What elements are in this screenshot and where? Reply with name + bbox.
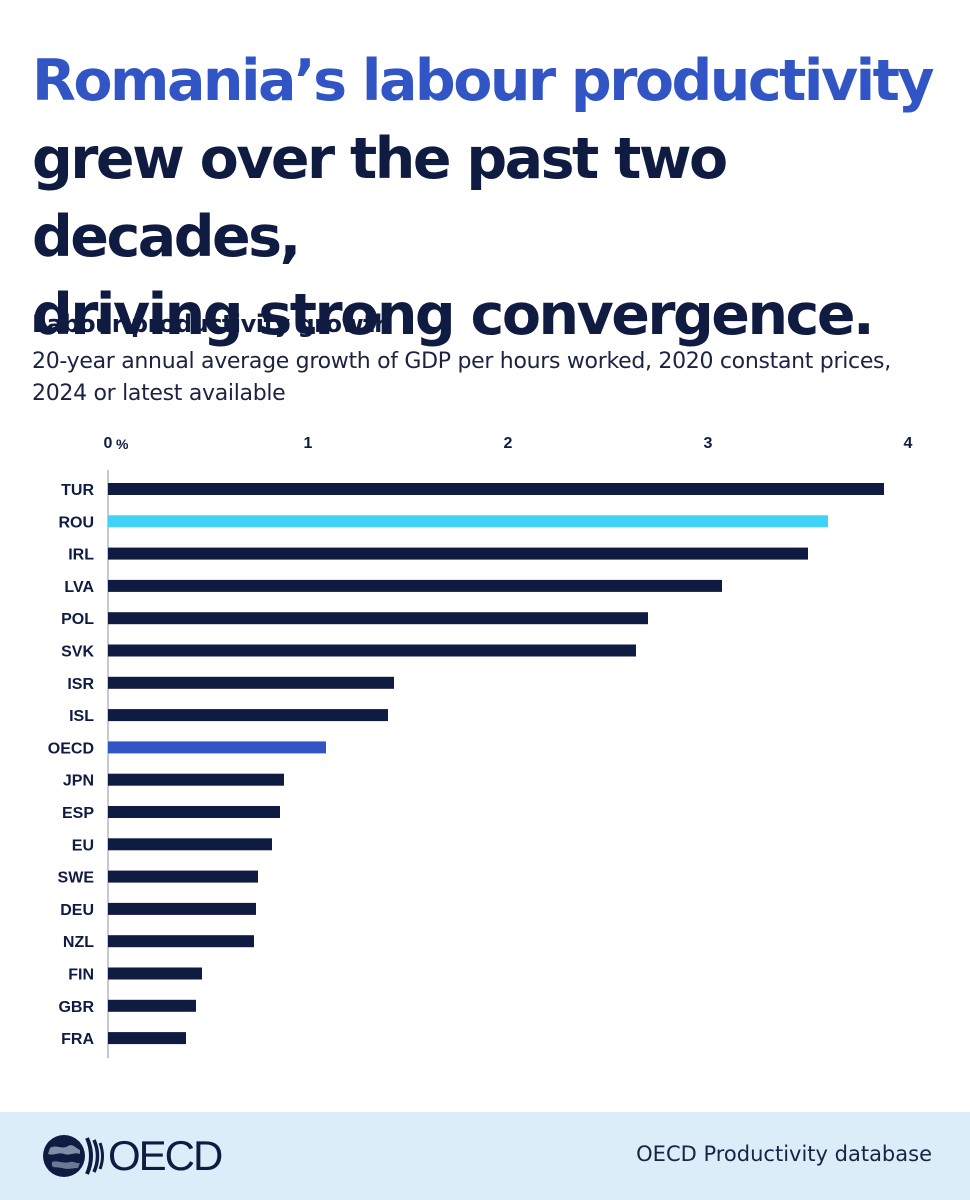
bar-nzl — [108, 935, 254, 948]
category-label-deu: DEU — [60, 902, 94, 919]
category-label-isr: ISR — [67, 676, 94, 693]
headline-line-3: driving strong convergence. — [32, 282, 875, 348]
category-label-pol: POL — [61, 611, 94, 628]
category-label-swe: SWE — [58, 870, 95, 887]
bar-chart: 0 1 2 3 4% TUR ROU IRL LVA POL SVK ISR ISL OECD JPN ESP… — [48, 435, 913, 1059]
bar-tur — [108, 483, 884, 495]
bar-gbr — [108, 999, 196, 1012]
x-tick-label: 4 — [904, 435, 913, 452]
headline: Romania’s labour productivity grew over … — [32, 42, 952, 354]
bar-fin — [108, 967, 202, 980]
oecd-logo-text: OECD — [108, 1132, 223, 1179]
oecd-globe-icon — [43, 1135, 104, 1177]
headline-line-2: grew over the past two decades, — [32, 126, 728, 270]
category-label-eu: EU — [72, 837, 94, 854]
headline-line-1: Romania’s labour productivity — [32, 48, 935, 114]
bar-deu — [108, 902, 256, 915]
category-label-isl: ISL — [69, 708, 94, 725]
bar-eu — [108, 838, 272, 851]
category-label-svk: SVK — [61, 644, 94, 661]
category-label-nzl: NZL — [63, 934, 94, 951]
x-tick-label: 3 — [704, 435, 713, 452]
category-label-jpn: JPN — [63, 773, 94, 790]
bar-irl — [108, 547, 808, 560]
chart-title: Labour productivity growth — [32, 310, 391, 338]
category-label-lva: LVA — [64, 579, 94, 596]
bar-lva — [108, 579, 722, 592]
bar-svk — [108, 644, 636, 657]
bar-rou — [108, 515, 828, 528]
bar-swe — [108, 870, 258, 883]
source-note: OECD Productivity database — [636, 1142, 932, 1166]
category-label-fin: FIN — [68, 967, 94, 984]
category-label-oecd: OECD — [48, 740, 94, 757]
bar-oecd — [108, 741, 326, 754]
category-label-esp: ESP — [62, 805, 94, 822]
x-axis-unit: % — [116, 436, 129, 452]
category-label-fra: FRA — [61, 1031, 94, 1048]
bar-fra — [108, 1032, 186, 1045]
chart-subtitle: 20-year annual average growth of GDP per… — [32, 349, 891, 406]
category-label-irl: IRL — [68, 547, 94, 564]
bar-isl — [108, 709, 388, 722]
category-label-tur: TUR — [61, 482, 94, 499]
bar-esp — [108, 806, 280, 818]
bar-pol — [108, 612, 648, 625]
bar-isr — [108, 676, 394, 689]
x-tick-label: 1 — [304, 435, 313, 452]
category-label-gbr: GBR — [58, 999, 94, 1016]
x-tick-label: 2 — [504, 435, 513, 452]
x-tick-label: 0 — [104, 435, 113, 452]
footer: OECD OECD Productivity database — [0, 1112, 970, 1200]
bar-jpn — [108, 773, 284, 786]
category-label-rou: ROU — [58, 514, 94, 531]
